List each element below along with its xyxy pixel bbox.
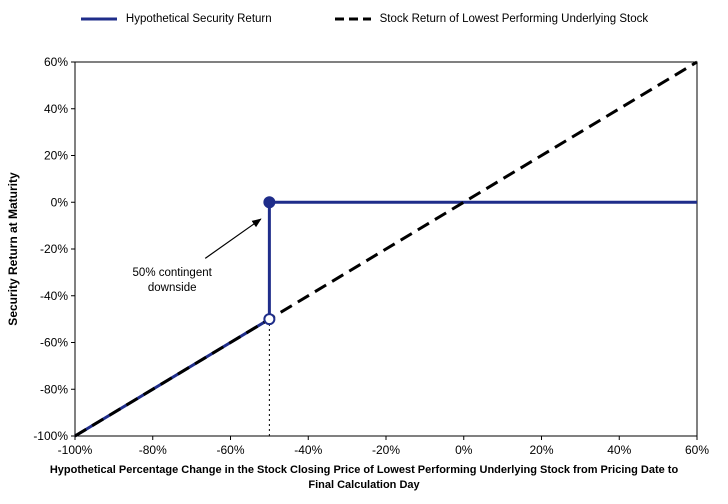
x-axis-title: Hypothetical Percentage Change in the St… (49, 464, 679, 491)
y-tick-label: 60% (44, 55, 68, 69)
x-tick-label: 20% (529, 443, 553, 457)
legend-label-stock-return: Stock Return of Lowest Performing Underl… (379, 13, 649, 25)
annotation-text: 50% contingent (133, 267, 213, 279)
annotation-arrow (204, 218, 262, 259)
y-tick-label: -80% (40, 382, 68, 396)
legend-solid-line-icon (80, 17, 117, 21)
filled-circle-marker (263, 196, 276, 209)
x-tick-label: -80% (139, 443, 167, 457)
y-tick-label: 20% (44, 149, 68, 163)
y-tick-label: -40% (40, 289, 68, 303)
legend-item-stock-return: Stock Return of Lowest Performing Underl… (334, 13, 648, 25)
legend-label-security-return: Hypothetical Security Return (125, 13, 272, 25)
y-tick-label: -60% (40, 336, 68, 350)
x-tick-label: 40% (607, 443, 631, 457)
x-tick-label: -20% (372, 443, 400, 457)
y-axis-title: Security Return at Maturity (6, 172, 20, 326)
y-tick-label: 0% (51, 195, 69, 209)
chart-legend: Hypothetical Security Return Stock Retur… (0, 13, 728, 25)
annotation-text: downside (148, 282, 197, 294)
y-tick-label: 40% (44, 102, 68, 116)
x-tick-label: 60% (685, 443, 709, 457)
open-circle-marker (263, 313, 276, 326)
y-tick-label: -20% (40, 242, 68, 256)
x-tick-label: -40% (294, 443, 322, 457)
x-tick-label: 0% (455, 443, 473, 457)
legend-item-security-return: Hypothetical Security Return (80, 13, 272, 25)
x-tick-label: -100% (58, 443, 93, 457)
y-tick-label: -100% (33, 429, 68, 443)
legend-dashed-line-icon (334, 17, 371, 21)
x-tick-label: -60% (216, 443, 244, 457)
series-line-1 (74, 60, 698, 438)
series-line-0 (74, 200, 697, 438)
